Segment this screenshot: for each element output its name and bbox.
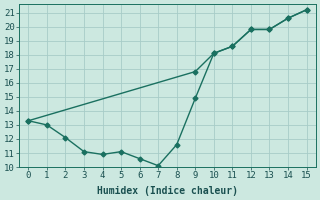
X-axis label: Humidex (Indice chaleur): Humidex (Indice chaleur) xyxy=(97,186,238,196)
